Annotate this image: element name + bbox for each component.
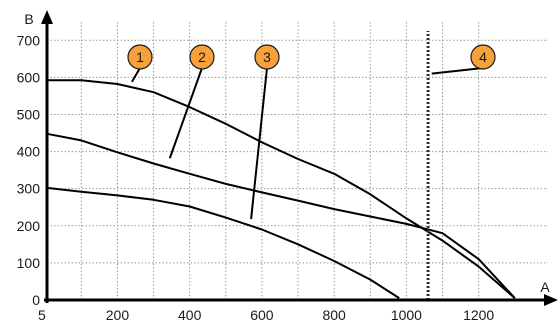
x-tick-label-1200: 1200 bbox=[463, 307, 494, 323]
callout-label-2: 2 bbox=[198, 49, 206, 65]
callout-leader-2 bbox=[168, 67, 203, 159]
x-tick-label-5: 5 bbox=[38, 307, 46, 323]
x-tick-label-800: 800 bbox=[322, 307, 346, 323]
callout-circle-1 bbox=[127, 44, 153, 70]
x-tick-label-600: 600 bbox=[250, 307, 274, 323]
callout-leader-4 bbox=[431, 67, 484, 75]
series-lines bbox=[46, 79, 516, 299]
y-tick-label-500: 500 bbox=[17, 106, 41, 122]
callout-label-1: 1 bbox=[136, 49, 144, 65]
y-tick-label-400: 400 bbox=[17, 144, 41, 160]
callout-leader-1 bbox=[131, 67, 141, 83]
callout-circle-3 bbox=[254, 44, 280, 70]
x-tick-label-400: 400 bbox=[178, 307, 202, 323]
y-axis-ticks: 0 100 200 300 400 500 600 700 bbox=[17, 32, 41, 308]
x-axis-arrow bbox=[544, 294, 558, 306]
y-tick-label-300: 300 bbox=[17, 181, 41, 197]
axes: A B bbox=[24, 10, 558, 306]
callouts: 1 2 3 4 bbox=[127, 44, 496, 220]
series-line-3 bbox=[46, 186, 400, 299]
y-tick-label-200: 200 bbox=[17, 218, 41, 234]
y-tick-label-100: 100 bbox=[17, 255, 41, 271]
x-axis-ticks: 5 200 400 600 800 1000 1200 bbox=[38, 307, 494, 323]
series-line-1 bbox=[47, 79, 516, 299]
callout-circle-4 bbox=[470, 44, 496, 70]
x-axis-label: A bbox=[540, 279, 550, 295]
y-tick-label-700: 700 bbox=[17, 32, 41, 48]
callout-label-4: 4 bbox=[479, 49, 487, 65]
series-line-2 bbox=[46, 132, 516, 299]
y-tick-label-0: 0 bbox=[32, 292, 40, 308]
y-axis-arrow bbox=[41, 10, 53, 24]
callout-circle-2 bbox=[189, 44, 215, 70]
callout-label-3: 3 bbox=[263, 49, 271, 65]
grid-lines bbox=[47, 21, 548, 300]
x-tick-label-200: 200 bbox=[106, 307, 130, 323]
callout-leader-3 bbox=[250, 67, 268, 220]
x-tick-label-1000: 1000 bbox=[391, 307, 422, 323]
y-axis-label: B bbox=[24, 11, 33, 27]
y-tick-label-600: 600 bbox=[17, 69, 41, 85]
